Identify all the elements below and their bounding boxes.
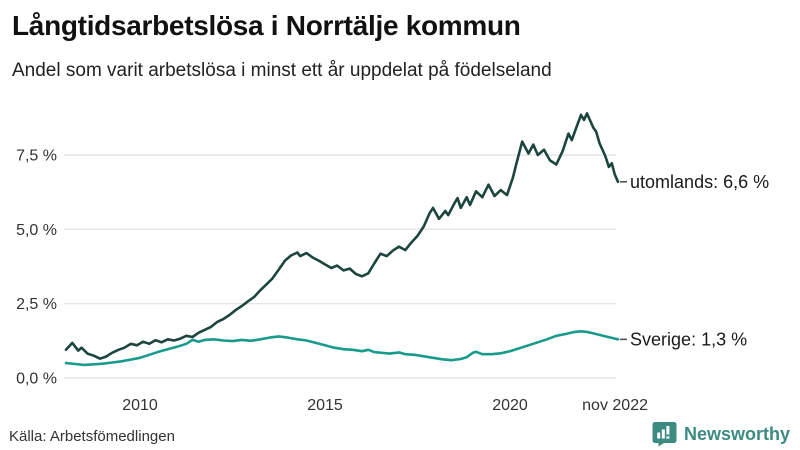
x-axis-tick-label: 2020 [492,397,528,414]
bar-small [657,432,661,439]
bar-exclamation-dot [666,436,670,439]
bar-exclamation [666,426,670,435]
x-axis-tick-label: 2015 [307,397,343,414]
bar-medium [661,429,665,439]
newsworthy-icon [652,422,677,447]
chart-subtitle: Andel som varit arbetslösa i minst ett å… [12,60,552,81]
series-end-label-utomlands: utomlands: 6,6 % [630,172,769,192]
y-axis-tick-label: 2,5 % [16,296,57,313]
y-axis-tick-label: 5,0 % [16,222,57,239]
x-axis-tick-label: nov 2022 [582,397,648,414]
series-line-sverige [64,329,620,367]
series-line-utomlands [64,112,620,361]
chart-title: Långtidsarbetslösa i Norrtälje kommun [12,10,521,41]
y-axis-tick-label: 7,5 % [16,148,57,165]
x-axis-tick-label: 2010 [122,397,158,414]
source-caption: Källa: Arbetsfömedlingen [9,428,175,445]
newsworthy-wordmark: Newsworthy [683,423,790,444]
series-end-label-sverige: Sverige: 1,3 % [630,329,747,349]
newsworthy-logo-link[interactable]: Newsworthy [652,421,790,447]
y-axis-tick-label: 0,0 % [16,371,57,388]
